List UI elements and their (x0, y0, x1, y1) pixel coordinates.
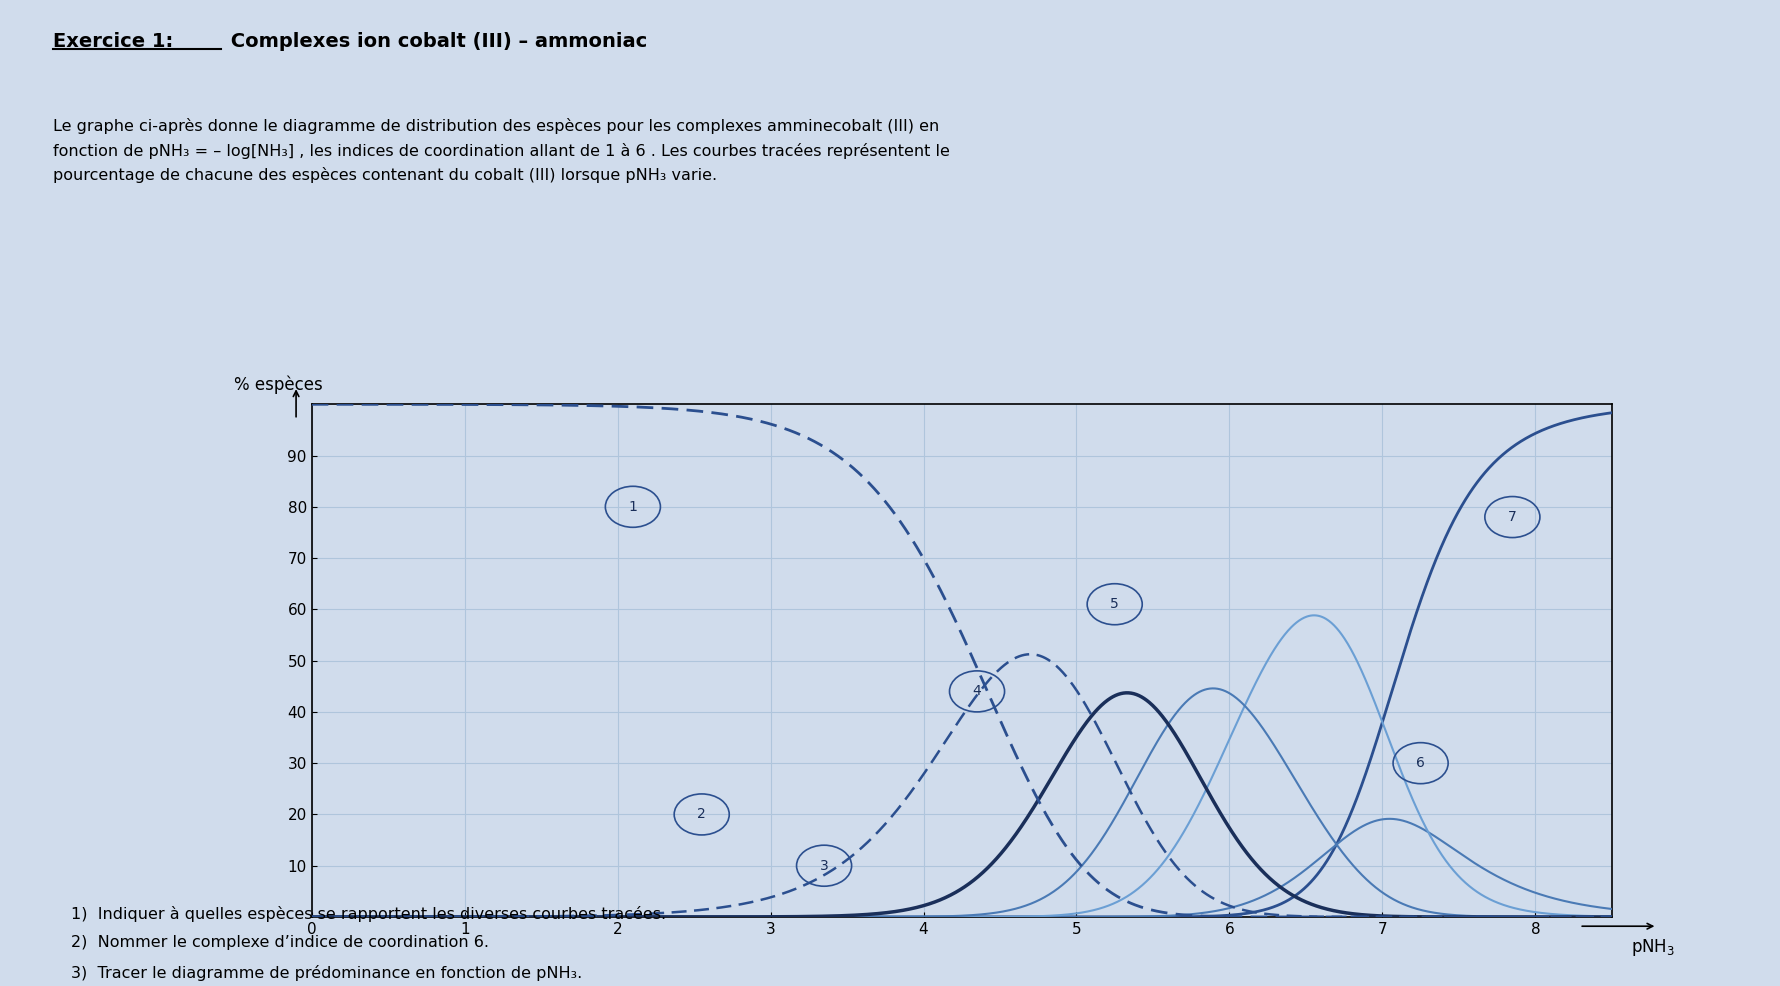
Text: 1: 1 (628, 500, 637, 514)
Text: 7: 7 (1508, 510, 1517, 524)
Text: 5: 5 (1109, 598, 1118, 611)
Text: pNH$_3$: pNH$_3$ (1630, 938, 1673, 958)
Text: 2)  Nommer le complexe d’indice de coordination 6.: 2) Nommer le complexe d’indice de coordi… (71, 936, 490, 951)
Text: 1)  Indiquer à quelles espèces se rapportent les diverses courbes tracées.: 1) Indiquer à quelles espèces se rapport… (71, 906, 666, 922)
Text: Exercice 1:: Exercice 1: (53, 32, 174, 50)
Text: Le graphe ci-après donne le diagramme de distribution des espèces pour les compl: Le graphe ci-après donne le diagramme de… (53, 118, 951, 183)
Text: 4: 4 (972, 684, 981, 698)
Text: 3: 3 (819, 859, 828, 873)
Text: 3)  Tracer le diagramme de prédominance en fonction de pNH₃.: 3) Tracer le diagramme de prédominance e… (71, 964, 582, 981)
Text: Complexes ion cobalt (III) – ammoniac: Complexes ion cobalt (III) – ammoniac (224, 32, 648, 50)
Text: 6: 6 (1415, 756, 1424, 770)
Text: % espèces: % espèces (233, 376, 322, 394)
Text: 2: 2 (698, 808, 705, 821)
